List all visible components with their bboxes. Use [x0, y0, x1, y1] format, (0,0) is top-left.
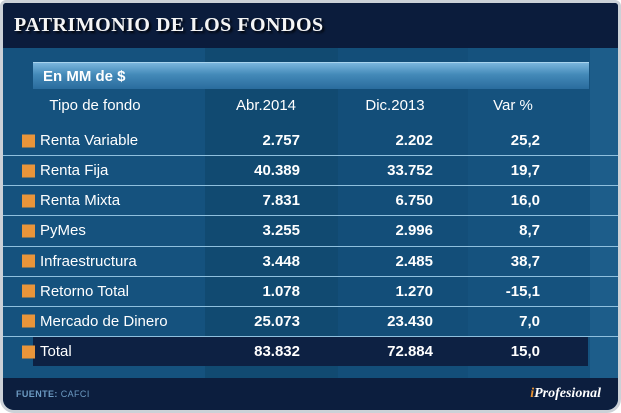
table-row: Renta Variable 2.757 2.202 25,2	[3, 126, 618, 157]
footer-band: FUENTE: CAFCI iProfesional	[3, 378, 618, 410]
table-row: Infraestructura 3.448 2.485 38,7	[3, 247, 618, 277]
bullet-icon	[22, 134, 35, 148]
value-var: 38,7	[510, 252, 540, 270]
table-header-row: Tipo de fondo Abr.2014 Dic.2013 Var %	[3, 90, 618, 120]
source-value: CAFCI	[60, 389, 90, 399]
bullet-icon	[22, 224, 35, 238]
table-row: PyMes 3.255 2.996 8,7	[3, 216, 618, 247]
value-dic2013: 23.430	[387, 312, 433, 330]
total-label: Total	[40, 343, 72, 360]
value-abr2014: 25.073	[254, 312, 300, 330]
value-abr2014: 40.389	[254, 162, 300, 180]
value-abr2014: 3.255	[262, 222, 300, 240]
value-abr2014: 1.078	[262, 282, 300, 300]
background-stripe	[590, 48, 618, 378]
value-abr2014: 7.831	[262, 192, 300, 210]
units-bar: En MM de $	[33, 62, 589, 89]
background-stripe	[338, 48, 468, 378]
value-dic2013: 33.752	[387, 162, 433, 180]
background-stripe	[205, 48, 338, 378]
value-var: 16,0	[510, 192, 540, 210]
value-dic2013: 1.270	[395, 282, 433, 300]
total-row-band	[33, 337, 588, 366]
fund-type: Retorno Total	[40, 282, 129, 300]
bullet-icon	[22, 345, 35, 358]
table-rows: Renta Variable 2.757 2.202 25,2 Renta Fija 40…	[3, 126, 618, 337]
brand-logo-rest: Profesional	[534, 386, 601, 401]
units-label: En MM de $	[43, 67, 126, 85]
value-dic2013: 6.750	[395, 192, 433, 210]
source-credit: FUENTE: CAFCI	[16, 389, 90, 399]
value-dic2013: 2.485	[395, 252, 433, 270]
value-var: 19,7	[510, 162, 540, 180]
bullet-icon	[22, 254, 35, 268]
brand-logo: iProfesional	[530, 386, 601, 402]
table-row: Renta Fija 40.389 33.752 19,7	[3, 156, 618, 187]
column-header-var: Var %	[493, 96, 533, 114]
fund-type: Renta Variable	[40, 132, 139, 150]
value-dic2013: 2.202	[395, 132, 433, 150]
fund-type: Mercado de Dinero	[40, 312, 168, 330]
value-abr2014: 2.757	[262, 132, 300, 150]
total-dic2013: 72.884	[387, 343, 433, 360]
brand-logo-i: i	[530, 386, 535, 401]
total-row: Total 83.832 72.884 15,0	[3, 337, 618, 366]
fund-type: Renta Fija	[40, 162, 109, 180]
table-row: Retorno Total 1.078 1.270 -15,1	[3, 277, 618, 307]
value-var: 8,7	[519, 222, 540, 240]
total-var: 15,0	[510, 343, 540, 360]
bullet-icon	[22, 194, 35, 208]
total-abr2014: 83.832	[254, 343, 300, 360]
value-var: 7,0	[519, 312, 540, 330]
value-abr2014: 3.448	[262, 252, 300, 270]
table-row: Mercado de Dinero 25.073 23.430 7,0	[3, 307, 618, 337]
source-label: FUENTE:	[16, 389, 58, 399]
column-header-dic2013: Dic.2013	[365, 96, 425, 114]
bullet-icon	[22, 284, 35, 298]
title-band: PATRIMONIO DE LOS FONDOS	[3, 3, 618, 48]
column-header-fund-type: Tipo de fondo	[49, 96, 141, 114]
bullet-icon	[22, 164, 35, 178]
table-row: Renta Mixta 7.831 6.750 16,0	[3, 186, 618, 217]
value-var: -15,1	[505, 282, 540, 300]
page-title: PATRIMONIO DE LOS FONDOS	[14, 14, 324, 36]
fund-type: Renta Mixta	[40, 192, 121, 210]
fund-type: PyMes	[40, 222, 86, 240]
fund-type: Infraestructura	[40, 252, 137, 270]
value-dic2013: 2.996	[395, 222, 433, 240]
column-header-abr2014: Abr.2014	[235, 96, 297, 114]
value-var: 25,2	[510, 132, 540, 150]
bullet-icon	[22, 314, 35, 328]
